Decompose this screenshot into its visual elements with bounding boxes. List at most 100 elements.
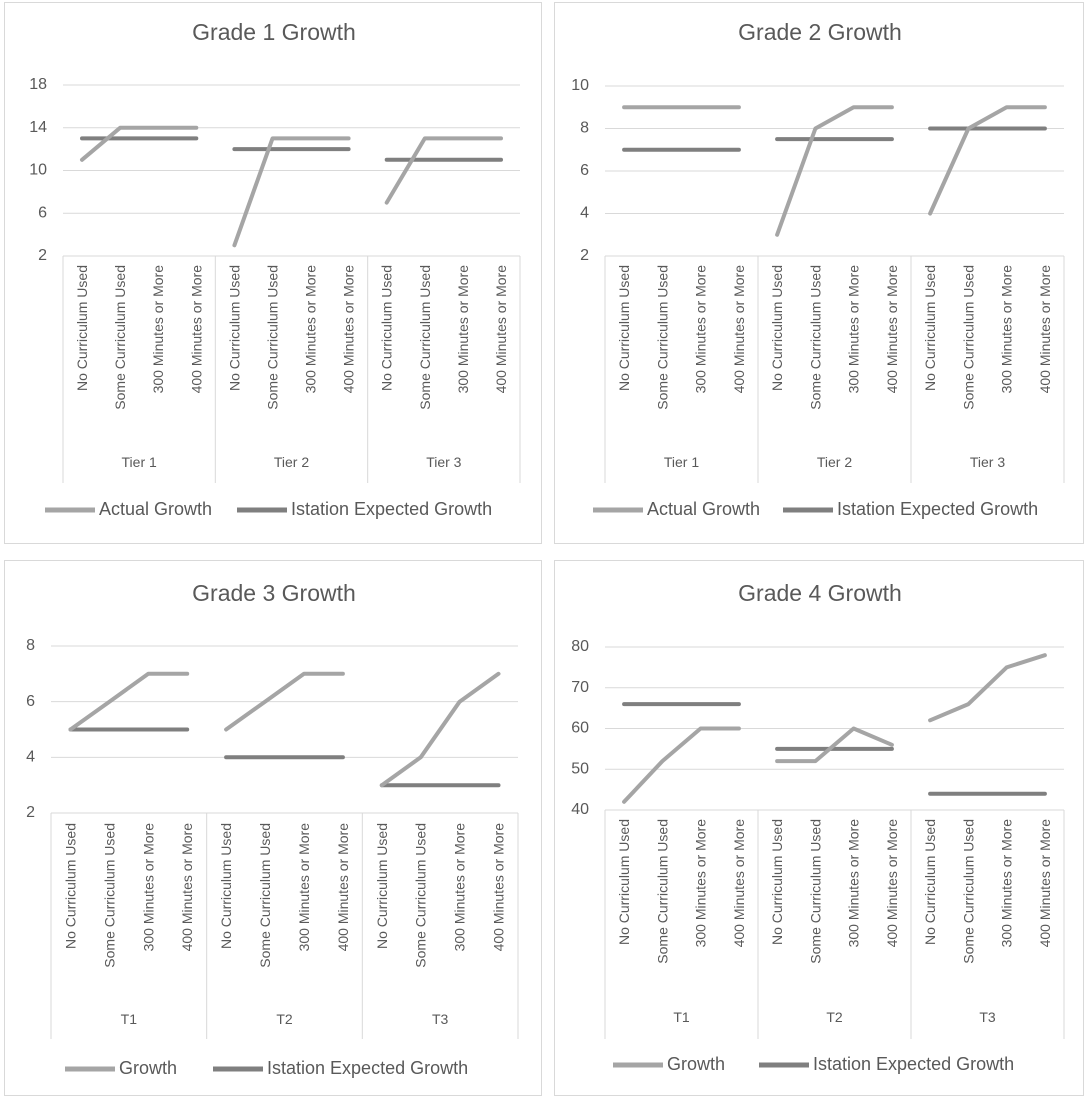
x-category-label: Some Curriculum Used	[654, 265, 670, 410]
x-category-label: 400 Minutes or More	[884, 819, 900, 948]
y-tick-label: 2	[38, 247, 47, 264]
y-tick-label: 2	[580, 247, 589, 264]
x-category-label: 300 Minutes or More	[150, 265, 166, 394]
x-group-label: Tier 1	[664, 454, 699, 470]
series-line-actual	[775, 726, 894, 764]
y-tick-label: 4	[26, 749, 35, 766]
y-tick-label: 8	[26, 637, 35, 654]
x-category-label: No Curriculum Used	[62, 823, 78, 949]
x-category-label: 400 Minutes or More	[1037, 265, 1053, 394]
x-category-label: 300 Minutes or More	[846, 819, 862, 948]
x-group-label: T2	[826, 1009, 843, 1025]
x-category-label: Some Curriculum Used	[807, 265, 823, 410]
x-category-label: 400 Minutes or More	[731, 819, 747, 948]
x-category-label: No Curriculum Used	[922, 265, 938, 391]
series-line-actual	[384, 136, 503, 205]
chart-panel-grade-1: Grade 1 Growth 2 6 10 14 18 No Curriculum Used…	[4, 2, 542, 544]
x-category-label: 400 Minutes or More	[1037, 819, 1053, 948]
x-category-label: 300 Minutes or More	[999, 819, 1015, 948]
x-group-label: T1	[121, 1011, 138, 1027]
y-tick-label: 14	[29, 119, 47, 136]
y-tick-label: 6	[26, 693, 35, 710]
series-line-actual	[928, 653, 1047, 723]
chart-title: Grade 1 Growth	[192, 19, 356, 45]
legend-label: Istation Expected Growth	[267, 1058, 468, 1078]
series-line-actual	[775, 105, 894, 237]
x-category-label: Some Curriculum Used	[807, 819, 823, 964]
x-group-label: Tier 2	[817, 454, 852, 470]
y-tick-label: 2	[26, 804, 35, 821]
legend-label: Istation Expected Growth	[837, 499, 1038, 519]
x-category-label: No Curriculum Used	[922, 819, 938, 945]
x-category-label: Some Curriculum Used	[960, 265, 976, 410]
x-category-label: 400 Minutes or More	[493, 265, 509, 394]
x-category-label: Some Curriculum Used	[960, 819, 976, 964]
y-tick-label: 4	[580, 205, 589, 222]
y-tick-label: 70	[571, 679, 589, 696]
legend-label: Growth	[667, 1054, 725, 1074]
chart-grade-3: Grade 3 Growth 2 4 6 8 No Curriculum Used Some…	[26, 580, 519, 1078]
x-category-label: 300 Minutes or More	[999, 265, 1015, 394]
x-category-label: 300 Minutes or More	[846, 265, 862, 394]
x-category-label: 300 Minutes or More	[303, 265, 319, 394]
x-category-label: 400 Minutes or More	[179, 823, 195, 952]
legend-label: Actual Growth	[647, 499, 760, 519]
x-category-label: 400 Minutes or More	[188, 265, 204, 394]
x-category-label: No Curriculum Used	[616, 265, 632, 391]
x-category-label: Some Curriculum Used	[101, 823, 117, 968]
x-group-label: T1	[673, 1009, 690, 1025]
x-category-label: No Curriculum Used	[769, 819, 785, 945]
y-tick-label: 10	[571, 77, 589, 94]
y-tick-label: 18	[29, 76, 47, 93]
series-line-actual	[224, 671, 345, 732]
chart-panel-grade-4: Grade 4 Growth 40 50 60 70 80 No Curriculum Us…	[554, 560, 1084, 1096]
x-group-label: T3	[432, 1011, 449, 1027]
y-tick-label: 50	[571, 760, 589, 777]
legend-label: Growth	[119, 1058, 177, 1078]
chart-grade-1: Grade 1 Growth 2 6 10 14 18 No Curriculum Used…	[29, 19, 521, 519]
x-category-label: No Curriculum Used	[616, 819, 632, 945]
chart-grade-2: Grade 2 Growth 2 4 6 8 10 No Curriculum Used So…	[571, 19, 1065, 519]
chart-title: Grade 2 Growth	[738, 19, 902, 45]
chart-title: Grade 4 Growth	[738, 580, 902, 606]
x-group-label: Tier 3	[970, 454, 1005, 470]
x-category-label: Some Curriculum Used	[257, 823, 273, 968]
chart-panel-grade-2: Grade 2 Growth 2 4 6 8 10 No Curriculum Used So…	[554, 2, 1084, 544]
x-category-label: 300 Minutes or More	[455, 265, 471, 394]
x-category-label: No Curriculum Used	[74, 265, 90, 391]
x-group-label: Tier 2	[274, 454, 309, 470]
x-group-label: T3	[979, 1009, 996, 1025]
y-tick-label: 6	[580, 162, 589, 179]
series-line-actual	[68, 671, 190, 732]
x-category-label: No Curriculum Used	[379, 265, 395, 391]
series-line-actual	[928, 105, 1047, 216]
legend-label: Istation Expected Growth	[291, 499, 492, 519]
x-category-label: Some Curriculum Used	[413, 823, 429, 968]
x-category-label: 400 Minutes or More	[731, 265, 747, 394]
series-line-actual	[232, 136, 351, 248]
series-line-actual	[379, 671, 501, 788]
x-category-label: 300 Minutes or More	[296, 823, 312, 952]
legend-label: Istation Expected Growth	[813, 1054, 1014, 1074]
x-category-label: No Curriculum Used	[769, 265, 785, 391]
series-line-actual	[80, 125, 199, 162]
chart-grade-4: Grade 4 Growth 40 50 60 70 80 No Curriculum Us…	[571, 580, 1065, 1074]
chart-title: Grade 3 Growth	[192, 580, 356, 606]
x-category-label: Some Curriculum Used	[654, 819, 670, 964]
x-category-label: No Curriculum Used	[218, 823, 234, 949]
x-category-label: Some Curriculum Used	[264, 265, 280, 410]
y-tick-label: 8	[580, 120, 589, 137]
x-category-label: 400 Minutes or More	[491, 823, 507, 952]
x-category-label: 400 Minutes or More	[341, 265, 357, 394]
chart-panel-grade-3: Grade 3 Growth 2 4 6 8 No Curriculum Used Some…	[4, 560, 542, 1096]
x-category-label: 300 Minutes or More	[140, 823, 156, 952]
y-tick-label: 40	[571, 801, 589, 818]
x-category-label: Some Curriculum Used	[112, 265, 128, 410]
x-category-label: No Curriculum Used	[226, 265, 242, 391]
x-category-label: 400 Minutes or More	[335, 823, 351, 952]
legend-label: Actual Growth	[99, 499, 212, 519]
x-category-label: 400 Minutes or More	[884, 265, 900, 394]
series-line-actual	[622, 726, 741, 804]
x-category-label: 300 Minutes or More	[452, 823, 468, 952]
y-tick-label: 80	[571, 638, 589, 655]
